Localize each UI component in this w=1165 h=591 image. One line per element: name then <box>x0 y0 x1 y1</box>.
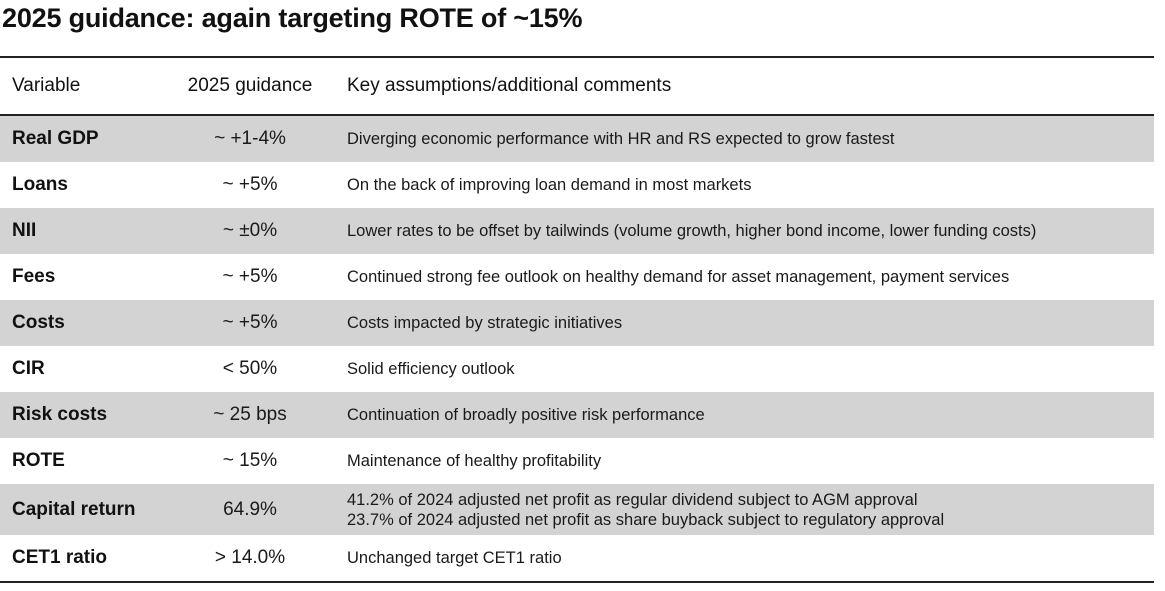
row-comment-line: Solid efficiency outlook <box>347 360 515 378</box>
table-row: Capital return 64.9% 41.2% of 2024 adjus… <box>0 484 1154 535</box>
row-comment-line: Continued strong fee outlook on healthy … <box>347 268 1010 286</box>
row-variable: NII <box>12 220 37 241</box>
row-guidance: < 50% <box>222 358 278 379</box>
row-comment: Solid efficiency outlook <box>335 359 1154 379</box>
page-title: 2025 guidance: again targeting ROTE of ~… <box>2 3 583 33</box>
row-comment-line: Unchanged target CET1 ratio <box>347 549 562 567</box>
row-comment: Diverging economic performance with HR a… <box>335 129 1154 149</box>
table-header-row: Variable 2025 guidance Key assumptions/a… <box>0 58 1154 116</box>
row-comment: Maintenance of healthy profitability <box>335 451 1154 471</box>
row-comment: Continuation of broadly positive risk pe… <box>335 405 1154 425</box>
row-guidance: ~ 15% <box>222 450 278 471</box>
row-variable: Fees <box>12 266 56 287</box>
row-comment: Costs impacted by strategic initiatives <box>335 313 1154 333</box>
row-variable: Loans <box>12 174 68 195</box>
table-row: Fees ~ +5% Continued strong fee outlook … <box>0 254 1154 300</box>
row-comment: 41.2% of 2024 adjusted net profit as reg… <box>335 490 1154 530</box>
row-variable: Costs <box>12 312 65 333</box>
table-row: Risk costs ~ 25 bps Continuation of broa… <box>0 392 1154 438</box>
header-variable: Variable <box>12 75 81 96</box>
guidance-table: Variable 2025 guidance Key assumptions/a… <box>0 56 1154 583</box>
row-guidance: ~ +5% <box>222 312 278 333</box>
table-row: CIR < 50% Solid efficiency outlook <box>0 346 1154 392</box>
row-comment: Lower rates to be offset by tailwinds (v… <box>335 221 1154 241</box>
row-comment-line: 23.7% of 2024 adjusted net profit as sha… <box>347 510 945 529</box>
table-row: ROTE ~ 15% Maintenance of healthy profit… <box>0 438 1154 484</box>
row-comment: On the back of improving loan demand in … <box>335 175 1154 195</box>
table-row: Real GDP ~ +1-4% Diverging economic perf… <box>0 116 1154 162</box>
row-comment-line: Lower rates to be offset by tailwinds (v… <box>347 222 1037 240</box>
row-guidance: ~ ±0% <box>222 220 278 241</box>
table-row: Loans ~ +5% On the back of improving loa… <box>0 162 1154 208</box>
row-guidance: ~ +5% <box>222 174 278 195</box>
row-guidance: ~ +1-4% <box>214 128 286 149</box>
row-comment-line: Maintenance of healthy profitability <box>347 452 602 470</box>
row-comment-line: Diverging economic performance with HR a… <box>347 130 895 148</box>
row-variable: CIR <box>12 358 45 379</box>
table-row: CET1 ratio > 14.0% Unchanged target CET1… <box>0 535 1154 581</box>
row-comment-line: On the back of improving loan demand in … <box>347 176 752 194</box>
row-guidance: ~ +5% <box>222 266 278 287</box>
row-comment-line: Continuation of broadly positive risk pe… <box>347 406 705 424</box>
row-guidance: ~ 25 bps <box>213 404 287 425</box>
row-variable: ROTE <box>12 450 65 471</box>
table-row: Costs ~ +5% Costs impacted by strategic … <box>0 300 1154 346</box>
row-comment-line: 41.2% of 2024 adjusted net profit as reg… <box>347 490 918 509</box>
row-guidance: > 14.0% <box>214 547 286 568</box>
header-comments: Key assumptions/additional comments <box>347 75 672 96</box>
row-variable: CET1 ratio <box>12 547 108 568</box>
row-guidance: 64.9% <box>223 498 277 520</box>
header-guidance: 2025 guidance <box>187 75 313 96</box>
row-comment-line: Costs impacted by strategic initiatives <box>347 314 623 332</box>
row-variable: Capital return <box>12 498 136 520</box>
table-row: NII ~ ±0% Lower rates to be offset by ta… <box>0 208 1154 254</box>
row-variable: Risk costs <box>12 404 108 425</box>
row-comment: Unchanged target CET1 ratio <box>335 548 1154 568</box>
row-variable: Real GDP <box>12 128 99 149</box>
row-comment: Continued strong fee outlook on healthy … <box>335 267 1154 287</box>
